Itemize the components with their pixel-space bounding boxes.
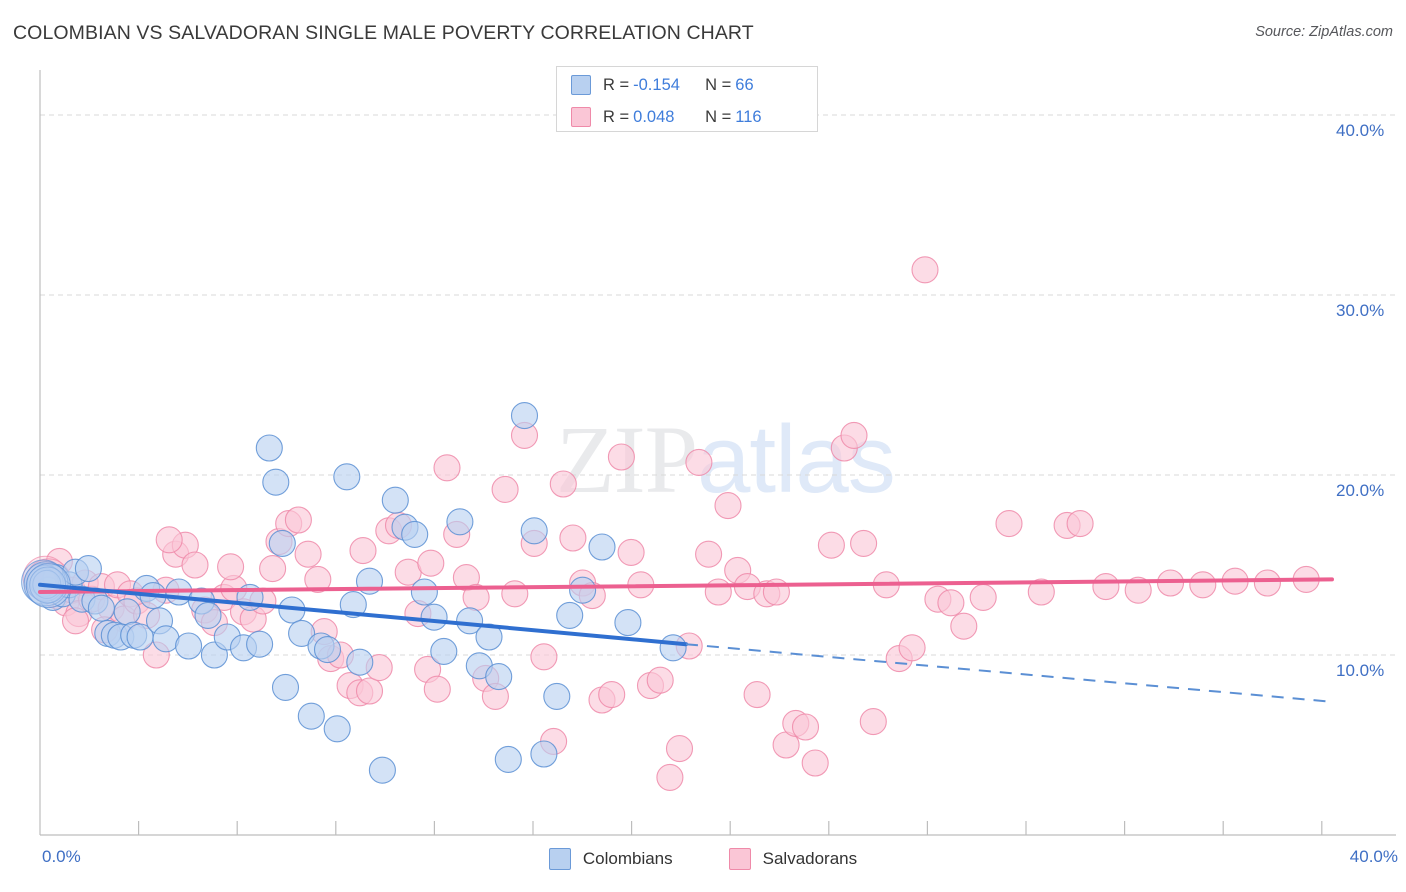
legend-swatch-salvadorans bbox=[571, 107, 591, 127]
x-axis-tick-label-min: 0.0% bbox=[42, 847, 81, 866]
y-axis-tick-label: 10.0% bbox=[1336, 661, 1385, 680]
trend-lines bbox=[38, 577, 1334, 703]
legend-r-value-salvadorans: 0.048 bbox=[633, 107, 675, 126]
y-axis-tick-label: 20.0% bbox=[1336, 481, 1385, 500]
source-attribution: Source: ZipAtlas.com bbox=[1255, 24, 1393, 40]
series-legend-item-colombians[interactable]: Colombians bbox=[548, 848, 673, 870]
legend-row-colombians: R = -0.154 N = 66 bbox=[571, 71, 817, 99]
series-swatch-colombians bbox=[548, 848, 571, 870]
legend-n-value-salvadorans: 116 bbox=[735, 107, 762, 126]
legend-r-label-colombians: R = bbox=[603, 75, 630, 94]
x-axis-ticks bbox=[138, 821, 1323, 835]
series-legend-item-salvadorans[interactable]: Salvadorans bbox=[728, 848, 858, 870]
legend-n-label-salvadorans: N = bbox=[705, 107, 732, 126]
series-swatch-salvadorans bbox=[728, 848, 751, 870]
gridlines bbox=[40, 114, 1396, 656]
legend-r-label-salvadorans: R = bbox=[603, 107, 630, 126]
series-label-colombians: Colombians bbox=[582, 849, 673, 868]
y-axis-tick-label: 40.0% bbox=[1336, 121, 1385, 140]
correlation-legend: R = -0.154 N = 66 R = 0.048 N = 116 bbox=[556, 66, 818, 132]
legend-n-value-colombians: 66 bbox=[735, 75, 754, 94]
y-axis-tick-label: 30.0% bbox=[1336, 301, 1385, 320]
legend-row-salvadorans: R = 0.048 N = 116 bbox=[571, 103, 817, 131]
legend-r-value-colombians: -0.154 bbox=[633, 75, 680, 94]
page-title: COLOMBIAN VS SALVADORAN SINGLE MALE POVE… bbox=[13, 22, 754, 44]
series-legend: Colombians Salvadorans bbox=[0, 848, 1406, 870]
series-label-salvadorans: Salvadorans bbox=[762, 849, 858, 868]
scatter-points-salvadorans bbox=[22, 256, 1320, 791]
axis-lines bbox=[39, 70, 1396, 836]
legend-n-label-colombians: N = bbox=[705, 75, 732, 94]
legend-swatch-colombians bbox=[571, 75, 591, 95]
x-axis-tick-label-max: 40.0% bbox=[1349, 847, 1398, 866]
